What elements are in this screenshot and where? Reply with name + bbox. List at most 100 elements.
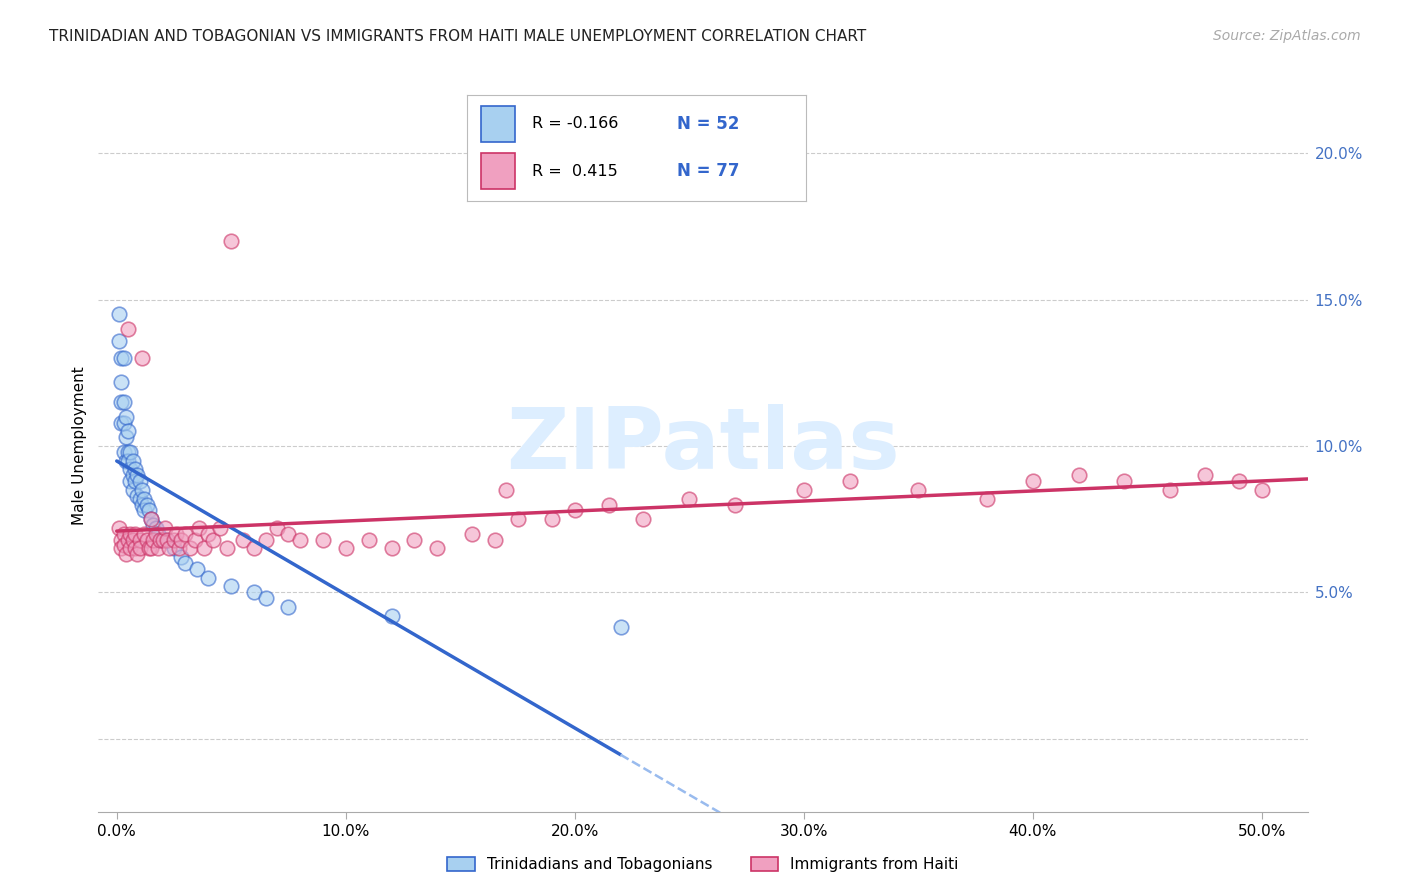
Point (127, 547, 149, 561)
Point (165, 526, 187, 541)
Point (609, 620, 631, 634)
Point (120, 474, 142, 488)
Point (135, 498, 157, 512)
Point (108, 334, 131, 348)
Point (1250, 483, 1272, 497)
Point (170, 550, 193, 565)
Point (219, 234, 242, 248)
Point (112, 395, 135, 409)
Point (838, 474, 860, 488)
Point (506, 512, 529, 526)
Point (724, 498, 747, 512)
Point (117, 445, 139, 459)
Point (907, 483, 929, 497)
Point (110, 416, 132, 430)
Point (138, 541, 160, 556)
Point (112, 539, 135, 553)
Point (678, 491, 700, 506)
Point (288, 533, 311, 547)
Point (201, 533, 224, 547)
Point (976, 491, 998, 506)
Point (112, 445, 135, 459)
Point (1022, 474, 1045, 488)
Point (380, 608, 402, 623)
Point (124, 462, 146, 476)
Point (1067, 468, 1090, 483)
Point (1159, 483, 1181, 497)
Point (124, 526, 146, 541)
Point (426, 541, 449, 556)
Point (219, 579, 242, 593)
Point (188, 521, 211, 535)
Point (112, 416, 135, 430)
Point (1194, 468, 1216, 483)
Point (183, 533, 205, 547)
Point (117, 533, 139, 547)
Point (149, 533, 172, 547)
Point (156, 533, 179, 547)
Point (149, 533, 172, 547)
Point (633, 512, 655, 526)
Point (163, 533, 186, 547)
Point (138, 503, 160, 517)
Point (232, 533, 254, 547)
Point (128, 491, 150, 506)
Point (197, 571, 219, 585)
Point (112, 526, 135, 541)
Point (495, 483, 517, 497)
Point (277, 599, 299, 614)
Point (110, 395, 132, 409)
Point (110, 375, 132, 389)
Point (115, 547, 138, 561)
Point (170, 533, 193, 547)
Point (115, 430, 138, 444)
Point (1114, 474, 1136, 488)
Point (564, 503, 586, 517)
Legend: Trinidadians and Tobagonians, Immigrants from Haiti: Trinidadians and Tobagonians, Immigrants… (440, 849, 966, 880)
Point (174, 556, 197, 570)
Text: TRINIDADIAN AND TOBAGONIAN VS IMMIGRANTS FROM HAITI MALE UNEMPLOYMENT CORRELATIO: TRINIDADIAN AND TOBAGONIAN VS IMMIGRANTS… (49, 29, 866, 44)
Point (197, 526, 219, 541)
Point (134, 491, 156, 506)
Point (145, 526, 167, 541)
Point (157, 541, 180, 556)
Point (115, 453, 138, 467)
Point (335, 541, 357, 556)
Point (460, 526, 482, 541)
Point (243, 585, 266, 599)
Point (404, 533, 426, 547)
Point (312, 533, 335, 547)
Point (179, 541, 201, 556)
Point (120, 526, 142, 541)
Point (108, 307, 131, 321)
Point (156, 533, 179, 547)
Point (128, 541, 150, 556)
Point (380, 541, 402, 556)
Point (110, 541, 132, 556)
Point (124, 541, 146, 556)
Point (152, 533, 174, 547)
Point (1227, 474, 1250, 488)
Point (120, 541, 142, 556)
Point (186, 562, 208, 576)
Point (142, 518, 165, 533)
Point (174, 526, 197, 541)
Point (120, 445, 142, 459)
Point (128, 533, 150, 547)
Point (135, 533, 157, 547)
Point (152, 533, 174, 547)
Point (139, 512, 162, 526)
Point (117, 425, 139, 439)
Point (243, 541, 266, 556)
Point (131, 483, 153, 497)
Point (484, 533, 506, 547)
Point (208, 521, 231, 535)
Text: ZIPatlas: ZIPatlas (506, 404, 900, 488)
Point (145, 521, 167, 535)
Point (121, 453, 143, 467)
Point (134, 503, 156, 517)
Point (112, 351, 135, 366)
Point (131, 498, 153, 512)
Point (254, 591, 277, 606)
Point (128, 474, 150, 488)
